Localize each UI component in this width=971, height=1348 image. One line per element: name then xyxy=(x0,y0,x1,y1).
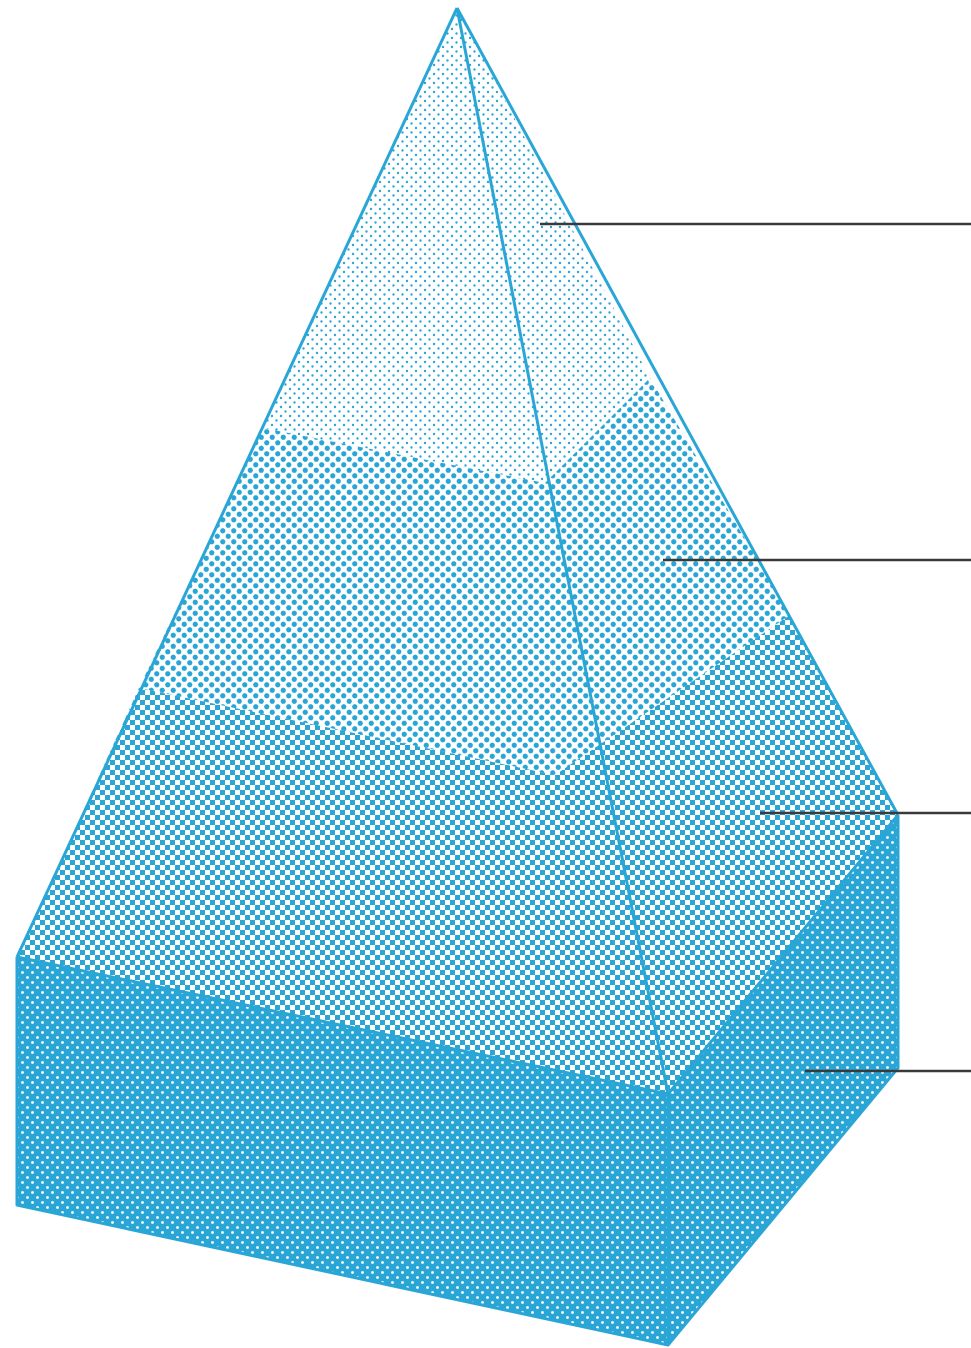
lower-middle-right xyxy=(555,615,898,1094)
apex-right xyxy=(457,8,650,483)
base-front-face xyxy=(17,957,668,1345)
upper-middle-right xyxy=(545,378,790,775)
base-right-face xyxy=(668,815,898,1345)
lower-middle-front xyxy=(17,688,668,1094)
apex-front xyxy=(263,8,545,483)
callout-lines xyxy=(540,222,971,1073)
upper-middle-front xyxy=(139,428,555,775)
pyramid-outline xyxy=(15,7,900,1347)
